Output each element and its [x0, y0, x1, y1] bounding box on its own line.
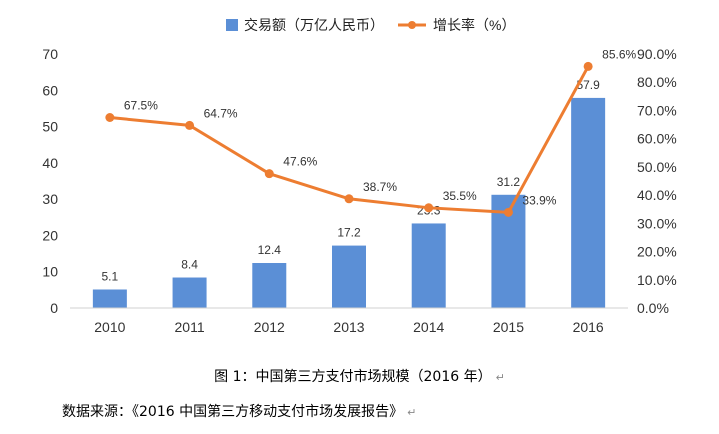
y-right-tick-label: 30.0% [637, 215, 677, 231]
growth-rate-line [109, 65, 590, 214]
y-left-tick-label: 0 [50, 300, 58, 316]
line-point [185, 120, 195, 130]
line-point [264, 169, 274, 179]
x-tick-label: 2010 [94, 319, 125, 335]
line-point [503, 207, 513, 217]
line-point [105, 113, 115, 122]
line-point [583, 61, 593, 71]
bar-data-label: 12.4 [258, 243, 282, 257]
chart: 交易额（万亿人民币） 增长率（%） 0 10 20 30 40 50 60 70 0.0% 10.0%… [42, 17, 677, 335]
bar [252, 263, 287, 308]
bar [571, 97, 606, 308]
line-point [344, 194, 354, 204]
paragraph-mark: ↵ [495, 371, 505, 384]
line-data-label: 64.7% [204, 106, 238, 120]
y-left-tick-label: 60 [42, 82, 58, 98]
bar [411, 223, 446, 308]
caption-text: 图 1：中国第三方支付市场规模（2016 年） [214, 369, 492, 385]
x-tick-label: 2013 [333, 319, 364, 335]
y-left-tick-label: 20 [42, 227, 58, 243]
line-data-label: 67.5% [124, 99, 158, 113]
bar [92, 289, 127, 308]
bar-data-label: 17.2 [337, 226, 361, 240]
bar [332, 245, 366, 308]
x-tick-label: 2011 [175, 319, 205, 335]
y-left-tick-label: 10 [42, 264, 58, 280]
legend-line-label: 增长率（%） [433, 17, 515, 33]
figure-caption: 图 1：中国第三方支付市场规模（2016 年） ↵ [0, 366, 719, 386]
line-data-label: 47.6% [283, 155, 317, 169]
y-left-tick-label: 50 [42, 119, 58, 135]
bar [172, 277, 207, 308]
data-source-note: 数据来源：《2016 中国第三方移动支付市场发展报告》 ↵ [62, 401, 416, 421]
y-left-tick-label: 70 [42, 46, 58, 62]
y-right-tick-label: 20.0% [637, 244, 677, 260]
source-text: 数据来源：《2016 中国第三方移动支付市场发展报告》 [62, 404, 404, 420]
y-right-tick-label: 80.0% [637, 74, 677, 90]
line-point [424, 203, 434, 213]
y-right-tick-label: 90.0% [637, 46, 677, 62]
y-right-tick-label: 70.0% [637, 102, 677, 118]
bar-data-label: 57.9 [576, 78, 600, 92]
line-data-label: 38.7% [363, 180, 397, 194]
bar-data-label: 31.2 [497, 175, 521, 189]
x-tick-label: 2015 [493, 319, 524, 335]
legend-bar-swatch [226, 19, 238, 31]
y-left-tick-label: 40 [42, 155, 58, 171]
y-right-tick-label: 0.0% [637, 300, 669, 316]
bar-data-label: 8.4 [181, 258, 198, 272]
legend-line-marker [408, 21, 416, 29]
bar-data-label: 5.1 [102, 269, 119, 283]
y-right-tick-label: 50.0% [637, 159, 677, 175]
line-data-label: 33.9% [522, 193, 556, 207]
line-data-label: 85.6% [602, 47, 636, 61]
y-right-tick-label: 40.0% [637, 187, 677, 203]
y-right-tick-label: 10.0% [637, 272, 677, 288]
legend-bar-label: 交易额（万亿人民币） [244, 17, 384, 33]
x-tick-label: 2016 [573, 319, 604, 335]
chart-svg: 交易额（万亿人民币） 增长率（%） 0 10 20 30 40 50 60 70 0.0% 10.0%… [42, 17, 677, 335]
y-right-tick-label: 60.0% [637, 131, 677, 147]
y-left-tick-label: 30 [42, 191, 58, 207]
x-tick-label: 2012 [254, 319, 285, 335]
x-tick-label: 2014 [413, 319, 444, 335]
paragraph-mark: ↵ [407, 406, 417, 419]
line-data-label: 35.5% [443, 189, 477, 203]
